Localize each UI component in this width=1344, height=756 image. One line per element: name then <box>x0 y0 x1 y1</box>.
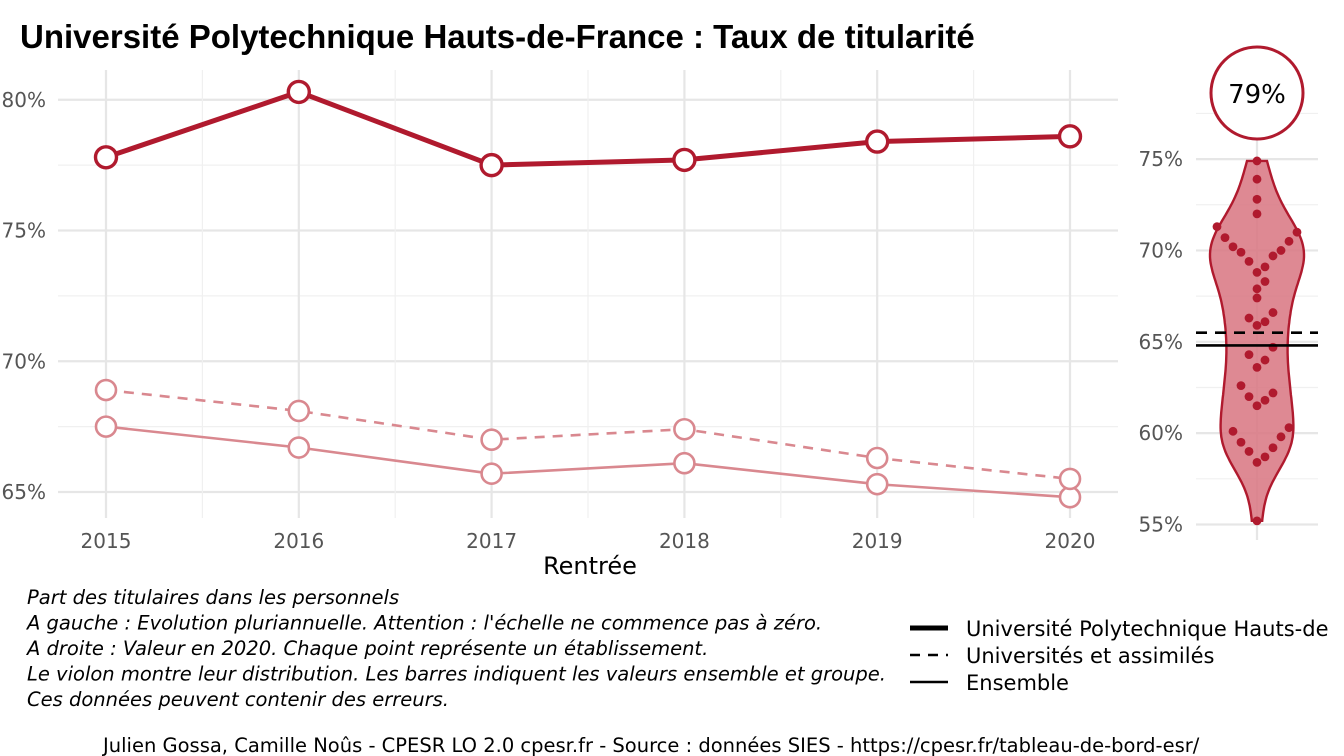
chart-title: Université Polytechnique Hauts-de-France… <box>20 18 975 55</box>
series-point <box>1057 124 1083 149</box>
violin-point <box>1252 174 1262 184</box>
y-tick-label: 70% <box>1139 238 1183 262</box>
caption-line: A droite : Valeur en 2020. Chaque point … <box>25 637 708 660</box>
x-tick-label: 2016 <box>273 529 324 553</box>
violin-point <box>1252 362 1262 372</box>
line-chart-y-ticks: 65% 70% 75% 80% <box>2 88 46 504</box>
series-point <box>865 129 890 154</box>
violin-point <box>1260 262 1270 272</box>
y-tick-label: 75% <box>2 219 46 243</box>
violin-point <box>1244 447 1254 456</box>
x-tick-label: 2019 <box>852 529 903 553</box>
violin-point <box>1244 350 1254 359</box>
violin-point <box>1236 247 1246 257</box>
violin-points <box>1212 156 1302 526</box>
violin-point <box>1244 392 1254 402</box>
series-point <box>287 436 311 459</box>
series-line <box>105 425 1071 499</box>
violin-point <box>1236 381 1246 391</box>
caption-line: Part des titulaires dans les personnels <box>27 586 399 609</box>
series-point <box>673 417 696 441</box>
violin-point <box>1252 284 1262 294</box>
legend-label: Université Polytechnique Hauts-de <box>966 617 1329 641</box>
x-tick-label: 2017 <box>466 529 517 553</box>
violin-point <box>1228 426 1238 436</box>
violin-point <box>1276 432 1286 442</box>
series-point <box>673 451 696 475</box>
legend: Université Polytechnique Hauts-de Univers… <box>910 617 1329 695</box>
y-tick-label: 65% <box>2 480 46 504</box>
y-tick-label: 80% <box>2 88 46 112</box>
series-point <box>1058 485 1082 509</box>
x-axis-title: Rentrée <box>543 552 637 580</box>
series-point <box>865 446 889 470</box>
violin-point <box>1268 308 1278 317</box>
violin-point <box>1284 236 1294 246</box>
x-tick-label: 2020 <box>1045 529 1096 553</box>
series-point <box>672 147 697 173</box>
y-tick-label: 65% <box>1139 330 1183 354</box>
violin-point <box>1244 257 1254 266</box>
violin-point <box>1268 251 1278 261</box>
violin-point <box>1236 437 1246 447</box>
caption: Part des titulaires dans les personnels A… <box>25 586 886 711</box>
violin-point <box>1252 194 1262 204</box>
violin-panel: 55% 60% 65% 70% 75% 79% <box>1139 45 1318 540</box>
violin-point <box>1260 395 1270 405</box>
series-point <box>94 378 118 402</box>
caption-line: Ces données peuvent contenir des erreurs… <box>27 688 449 711</box>
legend-label: Ensemble <box>966 671 1069 695</box>
series-point <box>479 152 504 178</box>
violin-point <box>1252 516 1262 526</box>
y-tick-label: 55% <box>1139 513 1183 537</box>
legend-label: Universités et assimilés <box>966 644 1214 668</box>
value-badge-label: 79% <box>1228 80 1286 110</box>
series-point <box>287 399 311 423</box>
series-point <box>93 145 119 170</box>
violin-point <box>1252 293 1262 303</box>
caption-line: Le violon montre leur distribution. Les … <box>27 663 886 686</box>
series-line <box>105 89 1071 168</box>
series-point <box>94 415 118 438</box>
y-tick-label: 60% <box>1139 421 1183 445</box>
violin-y-ticks: 55% 60% 65% 70% 75% <box>1139 147 1183 536</box>
violin-point <box>1276 246 1286 255</box>
violin-point <box>1228 242 1238 252</box>
line-chart-x-ticks: 2015 2016 2017 2018 2019 2020 <box>81 529 1096 553</box>
violin-point <box>1252 209 1262 219</box>
violin-point <box>1260 277 1270 286</box>
violin-point <box>1268 388 1278 398</box>
x-tick-label: 2018 <box>659 529 710 553</box>
caption-line: A gauche : Evolution pluriannuelle. Atte… <box>25 612 822 635</box>
series-point <box>480 428 503 452</box>
footer-credits: Julien Gossa, Camille Noûs - CPESR LO 2.… <box>101 734 1200 756</box>
line-chart-panel: 65% 70% 75% 80% 2015 2016 2017 2018 2019 2020 Re… <box>2 70 1118 580</box>
violin-point <box>1220 233 1230 243</box>
violin-point <box>1252 267 1262 277</box>
series-point <box>286 79 311 105</box>
violin-point <box>1212 222 1222 232</box>
violin-point <box>1252 156 1262 166</box>
violin-point <box>1268 443 1278 453</box>
series-point <box>480 462 503 485</box>
violin-point <box>1252 457 1262 467</box>
value-badge <box>1209 45 1305 141</box>
series-point <box>865 472 889 496</box>
violin-point <box>1252 401 1262 411</box>
violin-point <box>1260 355 1270 365</box>
y-tick-label: 75% <box>1139 147 1183 171</box>
violin-point <box>1260 317 1270 327</box>
violin-point <box>1284 423 1294 433</box>
series-point <box>1058 467 1082 491</box>
violin-point <box>1244 313 1254 323</box>
x-tick-label: 2015 <box>81 529 132 553</box>
violin-point <box>1292 227 1302 237</box>
violin-point <box>1260 452 1270 462</box>
violin-point <box>1252 320 1262 330</box>
line-chart-series <box>93 79 1083 509</box>
y-tick-label: 70% <box>2 349 46 373</box>
